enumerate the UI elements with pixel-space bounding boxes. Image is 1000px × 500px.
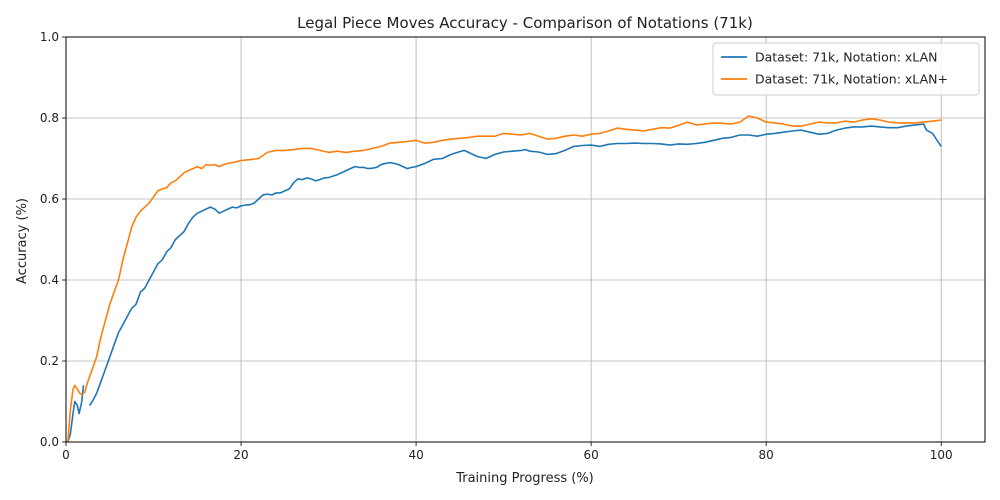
y-tick-label: 0.2: [40, 354, 59, 368]
legend-entry: Dataset: 71k, Notation: xLAN: [755, 50, 937, 65]
plot-frame: [65, 36, 986, 443]
y-tick-label: 0.8: [40, 111, 59, 125]
legend: Dataset: 71k, Notation: xLAN Dataset: 71k…: [712, 42, 980, 96]
legend-box: [712, 42, 980, 96]
x-tick-label: 100: [930, 448, 953, 462]
series-line: [67, 385, 85, 443]
x-axis-label: Training Progress (%): [455, 471, 594, 486]
x-tick-label: 80: [759, 448, 774, 462]
y-tick-label: 0.6: [40, 192, 59, 206]
x-axis-ticks: 0 20 40 60 80 100: [62, 442, 953, 462]
chart-title: Legal Piece Moves Accuracy - Comparison …: [297, 14, 753, 32]
y-axis-ticks: 0.0 0.2 0.4 0.6 0.8 1.0: [40, 30, 66, 449]
series-line: [83, 115, 942, 394]
series-line: [88, 123, 942, 407]
legend-entry: Dataset: 71k, Notation: xLAN+: [755, 72, 948, 87]
series-0: [67, 123, 942, 443]
y-tick-label: 1.0: [40, 30, 59, 44]
series-layer: [67, 115, 942, 443]
series-line: [67, 384, 84, 443]
y-tick-label: 0.0: [40, 435, 59, 449]
series-1: [67, 115, 942, 443]
x-tick-label: 0: [62, 448, 70, 462]
x-tick-label: 20: [233, 448, 248, 462]
x-tick-label: 40: [408, 448, 423, 462]
y-tick-label: 0.4: [40, 273, 59, 287]
y-axis-label: Accuracy (%): [15, 198, 30, 284]
x-tick-label: 60: [584, 448, 599, 462]
